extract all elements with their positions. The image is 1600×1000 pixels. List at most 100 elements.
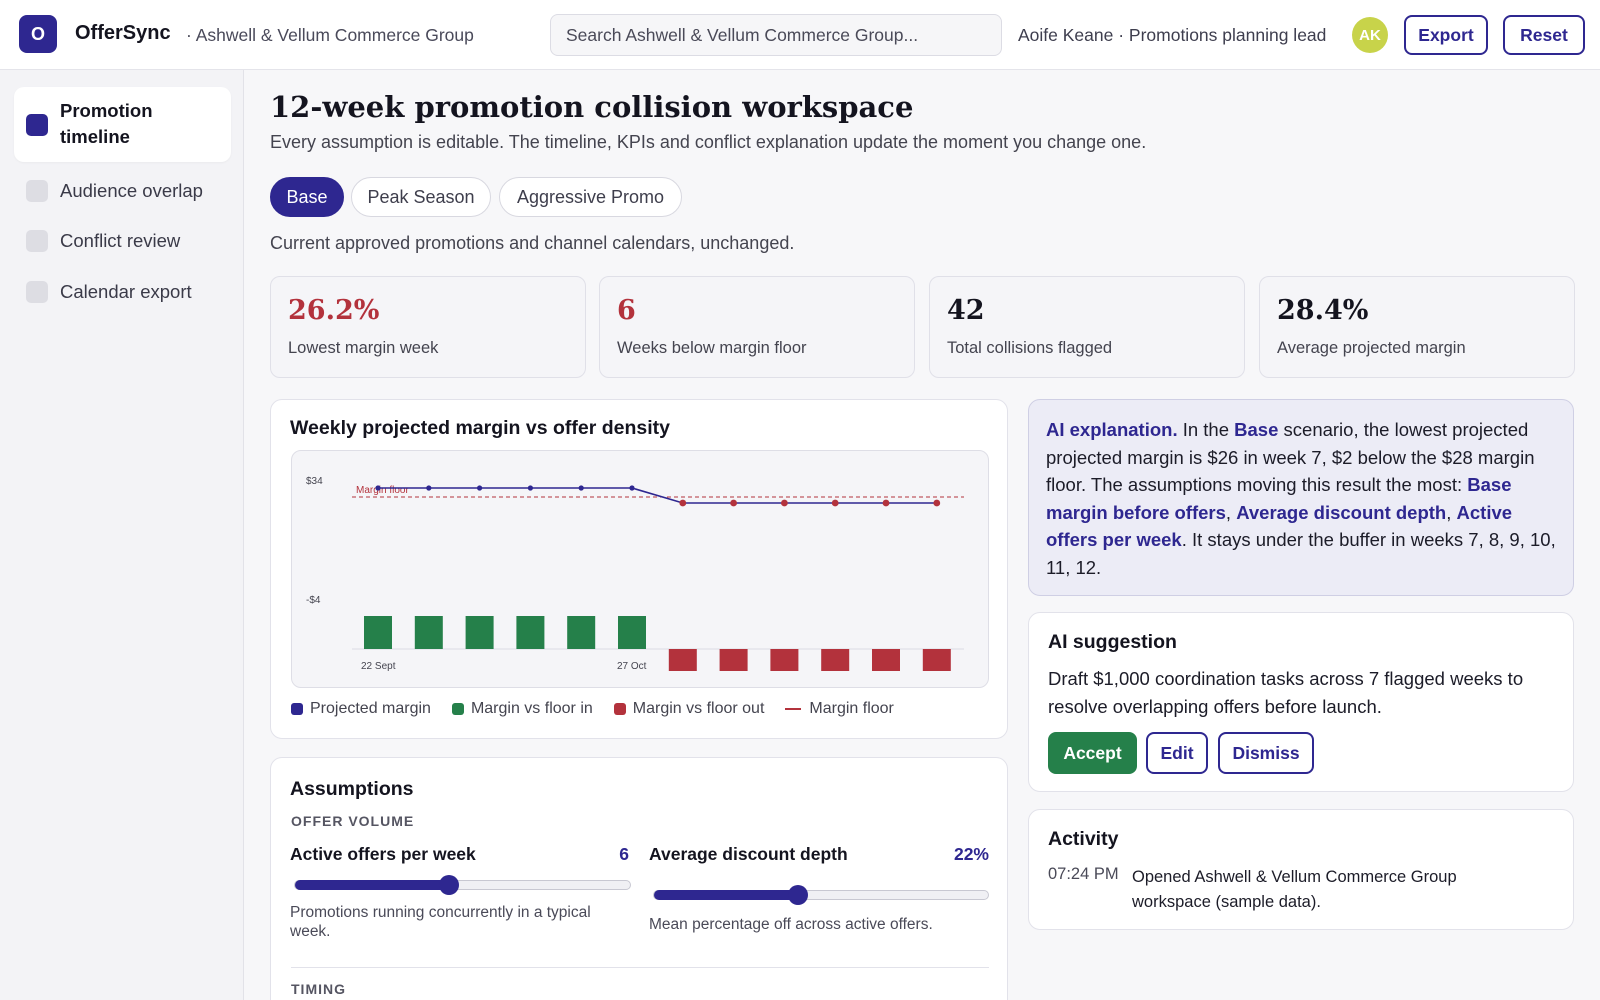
chart-point: [781, 499, 788, 507]
chart-legend: Projected margin Margin vs floor in Marg…: [291, 700, 915, 718]
legend-label: Projected margin: [310, 700, 431, 717]
assumptions-title: Assumptions: [290, 778, 414, 800]
slider-thumb[interactable]: [787, 885, 808, 905]
chart-bar: [618, 616, 646, 649]
app-logo: O: [19, 15, 57, 53]
legend-swatch: [291, 703, 303, 715]
kpi-label: Weeks below margin floor: [617, 339, 807, 357]
chart-title: Weekly projected margin vs offer density: [290, 417, 671, 439]
tab-peak-season[interactable]: Peak Season: [351, 177, 491, 217]
calendar-export-icon: [26, 281, 48, 303]
ai-explanation-text: ,: [1446, 501, 1457, 523]
slider-value-discount-depth: 22%: [953, 844, 989, 864]
kpi-label: Lowest margin week: [288, 339, 439, 357]
legend-item-in: Margin vs floor in: [451, 700, 593, 718]
top-bar: O OfferSync · Ashwell & Vellum Commerce …: [0, 0, 1600, 70]
slider-label-discount-depth: Average discount depth: [649, 844, 848, 864]
slider-label-active-offers: Active offers per week: [290, 844, 476, 864]
chart-bar: [872, 649, 900, 671]
ai-suggestion-card: AI suggestion Draft $1,000 coordination …: [1028, 612, 1574, 792]
legend-swatch: [613, 703, 626, 715]
slider-fill: [295, 880, 450, 890]
legend-swatch: [451, 703, 464, 715]
activity-card: Activity 07:24 PM Opened Ashwell & Vellu…: [1028, 809, 1574, 930]
scenario-description: Current approved promotions and channel …: [270, 233, 795, 253]
chart-card: Weekly projected margin vs offer density…: [270, 399, 1008, 739]
ai-driver: Base margin before offers: [1046, 474, 1512, 523]
ai-explanation-scenario: Base: [1234, 419, 1279, 440]
legend-swatch: [785, 708, 802, 710]
chart-point: [527, 485, 533, 491]
promotion-timeline-icon: [26, 114, 48, 136]
app-name: OfferSync: [75, 22, 171, 44]
margin-floor-label: Margin floor: [356, 485, 409, 496]
chart-bar: [414, 616, 443, 649]
sidebar-item-calendar-export[interactable]: Calendar export: [14, 271, 231, 313]
slider-active-offers[interactable]: [294, 875, 631, 895]
x-tick-label: 27 Oct: [617, 661, 647, 672]
sidebar-item-label: Calendar export: [60, 281, 192, 302]
kpi-value: 6: [617, 295, 636, 326]
ai-driver: Average discount depth: [1236, 501, 1447, 523]
chart-bar: [567, 616, 596, 649]
edit-button[interactable]: Edit: [1146, 732, 1208, 774]
chart-bar: [364, 616, 392, 649]
kpi-card-lowest-margin: 26.2% Lowest margin week: [270, 276, 586, 378]
accept-button[interactable]: Accept: [1048, 732, 1137, 774]
search-input[interactable]: [550, 14, 1002, 56]
ai-suggestion-title: AI suggestion: [1048, 631, 1177, 653]
avatar[interactable]: AK: [1352, 17, 1388, 53]
slider-fill: [654, 890, 798, 900]
slider-value-active-offers: 6: [619, 844, 629, 864]
user-name: Aoife Keane · Promotions planning lead: [1018, 25, 1327, 45]
chart-point: [426, 485, 432, 491]
chart-bar: [668, 649, 697, 671]
export-button[interactable]: Export: [1404, 15, 1488, 55]
y-tick-label: -$4: [306, 595, 321, 606]
section-timing: TIMING: [291, 981, 346, 997]
y-tick-label: $34: [306, 476, 323, 487]
dismiss-button[interactable]: Dismiss: [1218, 732, 1314, 774]
sidebar-item-audience-overlap[interactable]: Audience overlap: [14, 170, 231, 212]
sidebar-item-conflict-review[interactable]: Conflict review: [14, 220, 231, 262]
kpi-value: 42: [947, 295, 985, 326]
conflict-review-icon: [26, 230, 48, 252]
legend-label: Margin vs floor in: [470, 700, 593, 717]
chart-area: $34 -$4 Margin floor 22 Sept 27 Oct: [291, 450, 989, 688]
chart-point: [578, 485, 584, 491]
activity-text: Opened Ashwell & Vellum Commerce Group w…: [1132, 868, 1457, 911]
assumptions-card: Assumptions OFFER VOLUME Active offers p…: [270, 757, 1008, 1000]
page-title: 12-week promotion collision workspace: [270, 90, 914, 124]
slider-thumb[interactable]: [439, 875, 460, 895]
chart-point: [882, 499, 890, 507]
reset-button[interactable]: Reset: [1503, 15, 1585, 55]
kpi-value: 26.2%: [288, 295, 380, 326]
kpi-card-weeks-below-floor: 6 Weeks below margin floor: [599, 276, 915, 378]
audience-overlap-icon: [26, 180, 48, 202]
kpi-label: Average projected margin: [1277, 339, 1466, 357]
tab-base[interactable]: Base: [270, 177, 344, 217]
slider-help-active-offers: Promotions running concurrently in a typ…: [290, 904, 591, 940]
legend-item-floor: Margin floor: [785, 700, 894, 718]
chart-point: [730, 499, 737, 507]
chart-bar: [465, 616, 494, 649]
chart-point: [629, 485, 635, 491]
kpi-value: 28.4%: [1277, 295, 1369, 326]
margin-chart: $34 -$4 Margin floor 22 Sept 27 Oct: [306, 476, 964, 672]
ai-explanation-text: scenario, the lowest projected projected…: [1046, 419, 1535, 495]
tab-aggressive-promo[interactable]: Aggressive Promo: [499, 177, 682, 217]
sidebar-item-promotion-timeline[interactable]: Promotion timeline: [14, 87, 231, 162]
legend-item-out: Margin vs floor out: [613, 700, 764, 718]
chart-bar: [719, 649, 748, 671]
legend-label: Margin floor: [809, 700, 894, 717]
x-tick-label: 22 Sept: [361, 661, 396, 672]
slider-discount-depth[interactable]: [653, 885, 989, 905]
sidebar-item-label: Promotion timeline: [60, 100, 153, 147]
ai-explanation-text: In the: [1177, 419, 1235, 440]
kpi-label: Total collisions flagged: [947, 339, 1113, 357]
chart-point: [375, 485, 381, 491]
sidebar-item-label: Conflict review: [60, 230, 181, 251]
section-divider: [291, 967, 989, 968]
sidebar-item-label: Audience overlap: [60, 180, 203, 201]
page-subtitle: Every assumption is editable. The timeli…: [270, 132, 1147, 152]
